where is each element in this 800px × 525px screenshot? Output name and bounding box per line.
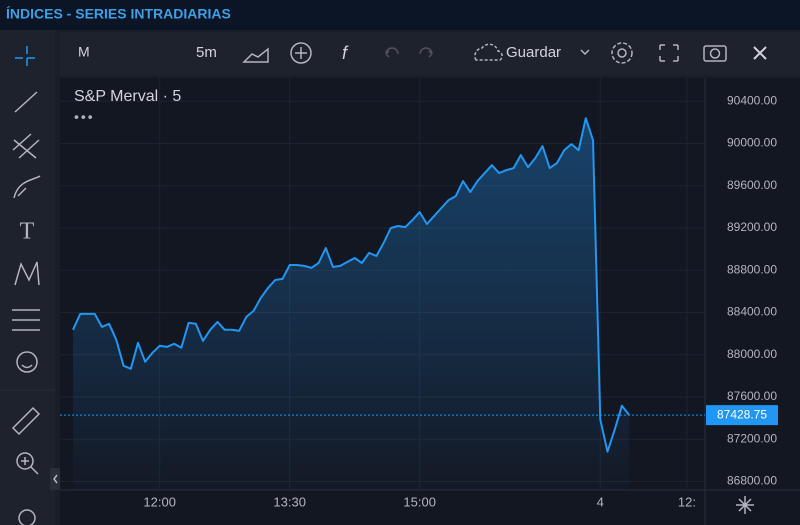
line-tool[interactable]: [14, 91, 38, 113]
symbol-button[interactable]: M: [78, 44, 90, 60]
y-tick-label: 88800.00: [727, 262, 777, 276]
formula-button[interactable]: f: [342, 43, 349, 63]
y-tick-label: 90000.00: [727, 136, 777, 150]
crosshair-tool[interactable]: [15, 46, 39, 70]
y-tick-label: 87600.00: [727, 389, 777, 403]
y-tick-label: 89600.00: [727, 178, 777, 192]
y-tick-label: 86800.00: [727, 474, 777, 488]
y-tick-label: 90400.00: [727, 93, 777, 107]
magnet-tool[interactable]: [18, 509, 36, 525]
fullscreen-button[interactable]: [659, 44, 679, 62]
last-price-tag: [706, 405, 778, 426]
fib-tool[interactable]: [12, 133, 40, 159]
price-line: [72, 117, 630, 453]
pattern-tool[interactable]: [14, 261, 40, 286]
y-tick-label: 89200.00: [727, 220, 777, 234]
x-tick-label: 13:30: [273, 494, 306, 509]
zoom-tool[interactable]: [16, 452, 39, 475]
close-button[interactable]: [753, 46, 767, 60]
axis-settings[interactable]: [736, 496, 754, 514]
toolbar: [60, 32, 800, 75]
series-legend: S&P Merval · 5: [74, 88, 181, 105]
chart-type-button[interactable]: [242, 47, 269, 63]
save-menu[interactable]: [580, 49, 590, 56]
emoji-tool[interactable]: [16, 351, 38, 373]
x-tick-label: 12:00: [143, 494, 176, 509]
y-tick-label: 88000.00: [727, 347, 777, 361]
ruler-tool[interactable]: [11, 406, 41, 436]
x-tick-label: 4: [597, 494, 604, 509]
collapse-arrow: [53, 474, 58, 484]
prediction-tool[interactable]: [12, 309, 40, 331]
settings-button[interactable]: [611, 42, 633, 64]
title-bar: [0, 0, 800, 30]
brush-tool[interactable]: [13, 175, 41, 199]
snapshot-button[interactable]: [703, 45, 727, 62]
collapse-toggle[interactable]: [50, 468, 60, 490]
area-fill: [73, 118, 630, 490]
y-tick-label: 88400.00: [727, 305, 777, 319]
last-price-label: 87428.75: [717, 407, 767, 421]
legend-more[interactable]: •••: [74, 109, 95, 125]
undo-redo[interactable]: [385, 47, 433, 58]
cloud-icon: [474, 43, 503, 61]
x-tick-label: 15:00: [403, 494, 436, 509]
indicator-button[interactable]: [290, 42, 312, 64]
y-tick-label: 87200.00: [727, 431, 777, 445]
save-button[interactable]: Guardar: [506, 44, 561, 61]
page-title: ÍNDICES - SERIES INTRADIARIAS: [6, 6, 231, 22]
interval-button[interactable]: 5m: [196, 44, 217, 61]
x-tick-label: 12:: [678, 494, 696, 509]
text-tool[interactable]: T: [20, 219, 35, 245]
